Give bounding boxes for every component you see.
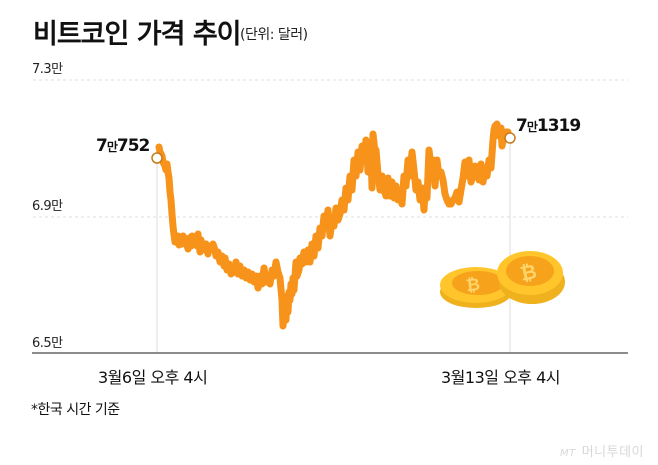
- y-tick-65000: 6.5만: [32, 336, 63, 351]
- publisher-logo-mark: MT: [559, 448, 576, 459]
- bitcoin-coins-icon: ₿ ₿: [440, 251, 565, 308]
- svg-text:₿: ₿: [518, 259, 539, 286]
- publisher-name: 머니투데이: [581, 445, 644, 460]
- y-tick-73000: 7.3만: [32, 62, 63, 77]
- timezone-note: *한국 시간 기준: [31, 402, 120, 418]
- start-value-callout: 7만752: [96, 136, 150, 156]
- x-tick-start: 3월6일 오후 4시: [98, 368, 208, 387]
- x-tick-end: 3월13일 오후 4시: [441, 368, 561, 387]
- unit-label: (단위: 달러): [240, 27, 308, 43]
- y-tick-69000: 6.9만: [32, 199, 63, 214]
- publisher-credit: MT 머니투데이: [560, 441, 644, 460]
- svg-text:₿: ₿: [465, 275, 482, 297]
- chart-title: 비트코인 가격 추이: [33, 19, 242, 50]
- end-point-marker: [504, 132, 516, 144]
- end-value-callout: 7만1319: [516, 116, 580, 136]
- start-point-marker: [151, 152, 163, 164]
- price-line: [155, 120, 512, 330]
